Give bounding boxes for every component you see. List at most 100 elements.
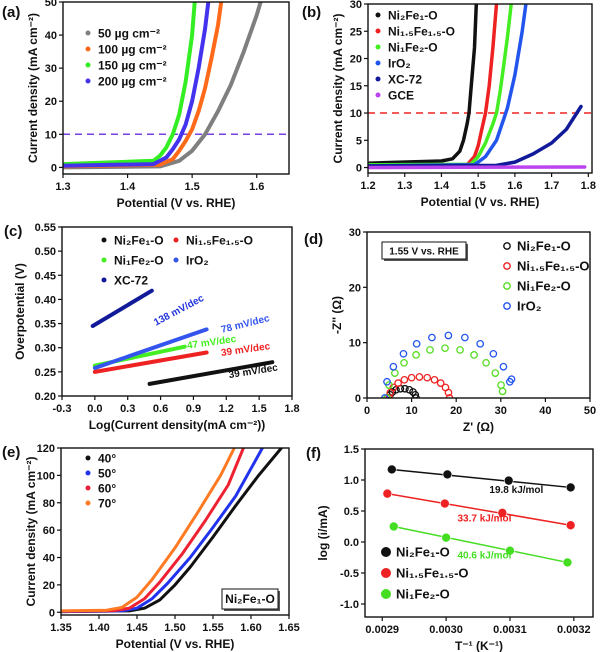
legend: Ni₂Fe₁-O Ni₁.₅Fe₁.₅-O Ni₁Fe₂-O: [381, 545, 469, 602]
slope-annotation: 40.6 kJ/mol: [457, 551, 511, 562]
data-point: [482, 358, 490, 367]
panel-label: (d): [304, 231, 323, 248]
data-point: [497, 381, 505, 389]
slope-annotation: 78 mV/dec: [220, 313, 271, 336]
legend-label: 100 µg cm⁻²: [98, 43, 167, 57]
legend: 40°50°60°70°: [85, 452, 116, 511]
y-tick-label: 0: [49, 607, 55, 619]
legend-marker: [101, 277, 107, 283]
panel-f: (f) 0.0029 0.0030 0.0031 0.0032 -1.0 -0.5 0.0 0.…: [306, 444, 594, 652]
legend-label: Ni₁.₅Fe₁.₅-O: [517, 259, 590, 274]
data-point: [456, 346, 464, 354]
panel-e: (e) 1.35 1.40 1.45 1.50 1.55 1.60 1.65 0 20 40 60 80…: [2, 443, 300, 651]
series-line-1: [92, 350, 209, 374]
y-tick-label: 20: [45, 96, 57, 108]
panel-b: (b) 1.2 1.3 1.4 1.5 1.6 1.7 1.8 0 5 10 15 20 25 30 Pote…: [302, 0, 596, 209]
data-point: [383, 377, 391, 386]
y-tick-label: 0.5: [344, 506, 359, 518]
inset-box: [221, 588, 279, 610]
series-line-2: [63, 2, 197, 167]
data-point: [423, 373, 432, 382]
fit-line-2: [393, 525, 568, 564]
y-tick-label: 30: [349, 227, 361, 239]
plot-area: [63, 2, 289, 170]
x-axis-label: Log(Current density(mA cm⁻²)): [89, 418, 266, 432]
slope-annotation: 33.7 kJ/mol: [457, 514, 511, 525]
y-tick-label: 60: [43, 525, 55, 537]
legend-label: Ni₁.₅Fe₁.₅-O: [186, 234, 253, 248]
y-tick-label: 0.45: [35, 270, 56, 282]
data-point: [390, 369, 399, 377]
data-point: [505, 545, 515, 556]
series-line-0: [368, 4, 479, 165]
legend-label: 200 µg cm⁻²: [98, 75, 167, 89]
y-tick-label: 80: [43, 498, 55, 510]
x-axis-label: Potential (V vs. RHE): [116, 637, 235, 651]
y-tick-label: 50: [45, 0, 57, 9]
y-tick-label: 120: [37, 443, 55, 455]
legend-marker: [85, 455, 91, 461]
y-axis-label: Current density (mA cm⁻²): [331, 14, 345, 164]
legend-marker: [85, 46, 91, 52]
legend-label: Ni₁Fe₂-O: [517, 279, 571, 294]
legend-marker: [375, 44, 381, 50]
legend-marker: [85, 62, 91, 68]
y-tick-label: 0.30: [35, 343, 56, 355]
legend-label: Ni₂Fe₁-O: [517, 239, 571, 254]
panel-label: (a): [2, 4, 20, 21]
data-point: [415, 373, 424, 381]
data-point: [428, 333, 436, 342]
data-point: [499, 362, 508, 371]
data-point: [565, 520, 576, 531]
series-line-3: [92, 327, 209, 370]
legend-marker: [173, 257, 179, 263]
y-tick-label: 30: [45, 63, 57, 75]
series-line-1: [63, 2, 224, 169]
x-tick-label: 1.35: [50, 622, 71, 634]
y-tick-label: 10: [350, 108, 362, 120]
y-tick-label: 0: [51, 162, 57, 174]
y-tick-label: 15: [350, 81, 362, 93]
data-point: [394, 379, 402, 387]
x-tick-label: 1.4: [434, 180, 450, 192]
x-axis-label: Potential (V vs. RHE): [117, 196, 236, 210]
plot-area: [382, 464, 576, 568]
y-tick-label: 40: [43, 553, 55, 565]
x-tick-label: 0.0: [87, 403, 102, 415]
legend-label: IrO₂: [388, 57, 411, 71]
legend-label: 50 µg cm⁻²: [98, 27, 160, 41]
y-tick-label: 0.50: [35, 246, 56, 258]
y-tick-label: 10: [349, 338, 361, 350]
data-point: [562, 557, 573, 568]
series-line-2: [368, 4, 513, 167]
legend-marker: [381, 547, 391, 557]
y-axis-label: Current density (mA cm⁻²): [26, 13, 40, 163]
legend-label: XC-72: [114, 274, 148, 288]
axes-frame: [364, 448, 594, 618]
legend-marker: [381, 589, 391, 599]
data-point: [387, 464, 397, 475]
legend-label: 70°: [98, 497, 116, 511]
y-tick-label: 0: [356, 163, 362, 175]
data-point: [461, 333, 469, 342]
y-tick-label: 100: [37, 470, 55, 482]
y-tick-label: -1.0: [340, 599, 359, 611]
data-point: [498, 387, 507, 396]
y-tick-label: 5: [356, 135, 362, 147]
data-point: [497, 508, 508, 518]
panel-label: (c): [4, 223, 22, 240]
data-point: [441, 344, 449, 353]
legend-marker: [375, 28, 381, 34]
data-point: [444, 388, 453, 397]
y-tick-label: 0.0: [344, 537, 359, 549]
data-point: [470, 351, 478, 359]
data-point: [407, 373, 416, 382]
legend-label: GCE: [388, 89, 414, 103]
x-tick-label: 1.50: [164, 622, 185, 634]
x-tick-label: 1.4: [120, 181, 136, 193]
x-tick-label: 20: [450, 405, 462, 417]
x-tick-label: 1.6: [507, 180, 522, 192]
legend-label: Ni₂Fe₁-O: [114, 234, 164, 248]
x-tick-label: 1.2: [219, 403, 234, 415]
